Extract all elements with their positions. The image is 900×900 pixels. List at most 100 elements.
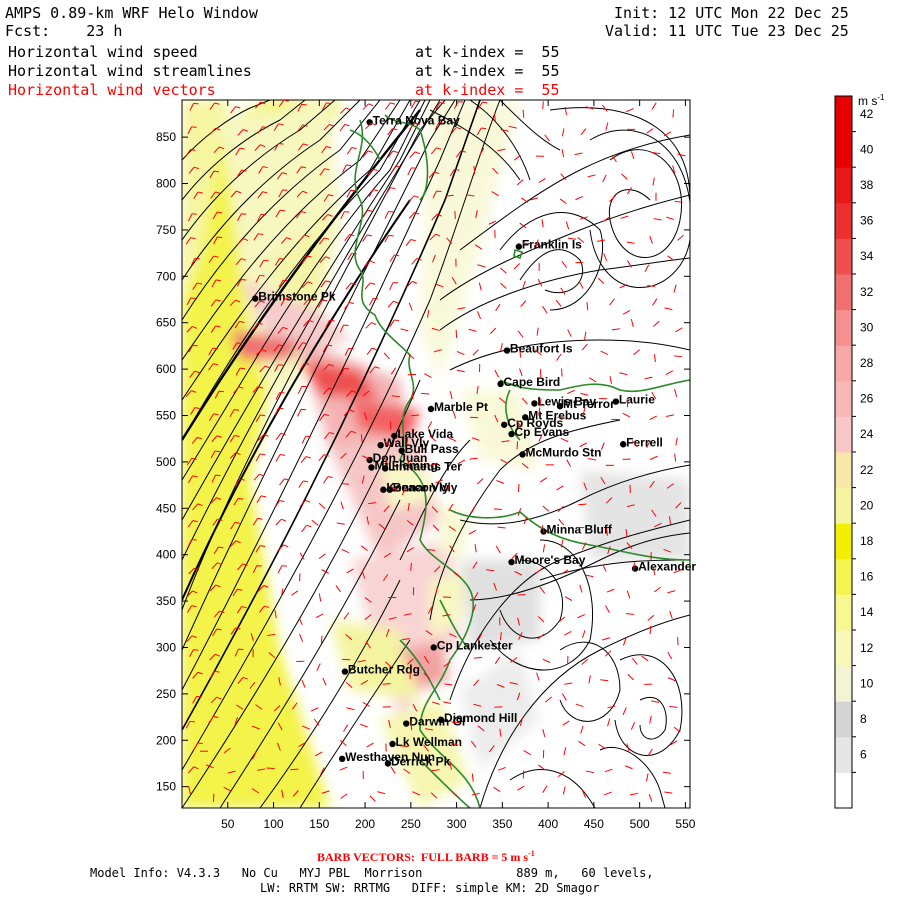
barb-shaft <box>567 237 576 240</box>
barb-shaft <box>210 497 217 504</box>
barb-shaft <box>470 506 476 514</box>
barb-shaft <box>605 122 609 131</box>
barb-shaft <box>362 455 370 460</box>
field-level-streamlines: at k-index = 55 <box>415 62 560 80</box>
barb-flag <box>213 255 219 258</box>
station-dot <box>377 441 384 449</box>
barb-shaft <box>575 261 584 264</box>
barb-shaft <box>364 412 368 421</box>
barb-flag <box>259 274 265 277</box>
barb-shaft <box>189 103 195 111</box>
barb-shaft <box>577 614 585 619</box>
barb-shaft <box>600 442 605 451</box>
barb-shaft <box>667 651 673 660</box>
barb-shaft <box>427 421 433 429</box>
barb-shaft <box>431 327 440 332</box>
barb-flag <box>196 282 203 285</box>
barb-shaft <box>501 440 510 443</box>
barb-shaft <box>235 147 241 156</box>
barb-shaft <box>280 237 288 244</box>
barb-flag <box>235 627 241 630</box>
barb-shaft <box>236 169 243 178</box>
station-label: Butcher Rdg <box>348 663 420 677</box>
station-dot <box>503 347 511 354</box>
barb-shaft <box>672 165 676 174</box>
barb-flag <box>278 364 284 366</box>
barb-shaft <box>622 309 631 315</box>
station-dot <box>619 441 627 448</box>
barb-flag <box>414 151 420 155</box>
barb-shaft <box>581 542 587 550</box>
barb-shaft <box>252 565 258 574</box>
barb-flag <box>191 126 197 128</box>
barb-shaft <box>648 793 653 802</box>
colorbar-swatch <box>835 558 852 595</box>
barb-shaft <box>499 267 507 274</box>
barb-shaft <box>361 475 365 484</box>
barb-shaft <box>274 364 279 373</box>
barb-flag <box>193 102 199 105</box>
station-label: Laurie <box>619 393 655 407</box>
barb-shaft <box>279 478 285 486</box>
station-label: Linnaeus Ter <box>388 459 462 473</box>
barb-shaft <box>230 106 236 114</box>
barb-shaft <box>189 370 196 378</box>
barb-shaft <box>209 127 216 135</box>
barb-shaft <box>596 239 606 242</box>
barb-shaft <box>298 617 303 626</box>
barb-shaft <box>603 791 612 796</box>
barb-shaft <box>674 453 677 462</box>
barb-shaft <box>536 672 540 681</box>
barb-flag <box>235 106 241 109</box>
barb-shaft <box>384 211 389 219</box>
barb-shaft <box>209 653 216 661</box>
barb-shaft <box>313 718 320 726</box>
barb-shaft <box>259 605 265 613</box>
barb-shaft <box>277 565 283 574</box>
barb-shaft <box>580 392 589 396</box>
barb-shaft <box>318 593 322 602</box>
barb-flag <box>392 150 398 153</box>
barb-shaft <box>319 414 325 422</box>
barb-shaft <box>367 168 374 176</box>
colorbar-swatch <box>835 452 852 489</box>
x-tick-label: 150 <box>309 817 329 831</box>
station-dot <box>556 403 564 410</box>
barb-flag <box>260 101 266 105</box>
barb-flag <box>192 590 198 594</box>
barb-shaft <box>649 715 652 724</box>
barb-shaft <box>587 174 596 178</box>
barb-shaft <box>322 102 327 111</box>
barb-shaft <box>408 212 415 219</box>
barb-shaft <box>619 284 628 289</box>
barb-shaft <box>472 349 479 356</box>
barb-shaft <box>626 399 629 408</box>
barb-flag <box>395 165 401 168</box>
barb-shaft <box>539 398 542 407</box>
barb-shaft <box>339 766 348 771</box>
barb-shaft <box>405 239 412 247</box>
barb-flag <box>305 499 311 503</box>
barb-shaft <box>622 412 631 418</box>
barb-flag <box>283 544 289 548</box>
barb-flag <box>308 319 314 323</box>
barb-shaft <box>448 525 456 532</box>
barb-flag <box>260 144 266 148</box>
barb-shaft <box>345 634 353 641</box>
colorbar-swatch <box>835 630 852 667</box>
barb-flag <box>324 413 330 417</box>
barb-shaft <box>542 544 546 553</box>
station-label: Cp Evans <box>515 425 570 439</box>
barb-flag <box>454 168 460 171</box>
barb-shaft <box>541 219 544 228</box>
barb-shaft <box>236 704 244 710</box>
barb-flag <box>264 605 270 608</box>
barb-flag <box>262 166 268 169</box>
barb-shaft <box>258 166 264 174</box>
barb-shaft <box>664 791 673 794</box>
barb-flag <box>439 102 445 104</box>
barb-shaft <box>323 387 330 395</box>
colorbar-swatch <box>835 202 852 239</box>
barb-shaft <box>255 275 261 283</box>
barb-flag <box>234 434 240 438</box>
